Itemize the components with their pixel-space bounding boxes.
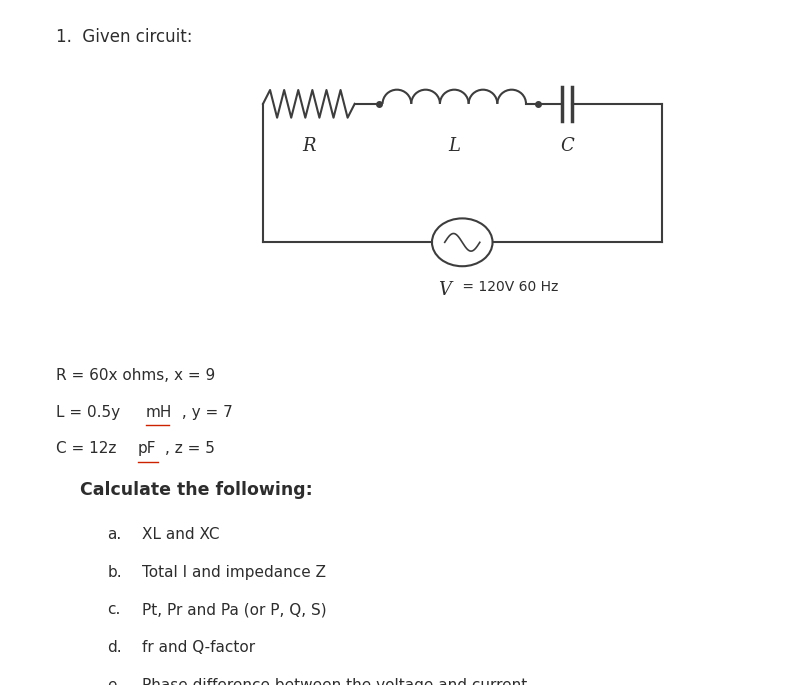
Text: b.: b. bbox=[108, 564, 122, 580]
Text: , z = 5: , z = 5 bbox=[165, 441, 215, 456]
Text: C: C bbox=[560, 136, 574, 155]
Text: a.: a. bbox=[108, 527, 122, 542]
Text: mH: mH bbox=[146, 405, 172, 420]
Text: XL and XC: XL and XC bbox=[142, 527, 219, 542]
Text: L: L bbox=[448, 136, 461, 155]
Text: V: V bbox=[438, 282, 451, 299]
Text: pF: pF bbox=[138, 441, 156, 456]
Text: Phase difference between the voltage and current.: Phase difference between the voltage and… bbox=[142, 678, 532, 685]
Text: L = 0.5y: L = 0.5y bbox=[56, 405, 125, 420]
Text: e.: e. bbox=[108, 678, 122, 685]
Text: , y = 7: , y = 7 bbox=[177, 405, 233, 420]
Text: Calculate the following:: Calculate the following: bbox=[80, 482, 312, 499]
Text: 1.  Given circuit:: 1. Given circuit: bbox=[56, 28, 192, 47]
Text: C = 12z: C = 12z bbox=[56, 441, 121, 456]
Text: c.: c. bbox=[108, 602, 121, 617]
Text: = 120V 60 Hz: = 120V 60 Hz bbox=[458, 280, 559, 294]
Text: fr and Q-factor: fr and Q-factor bbox=[142, 640, 255, 655]
Text: R: R bbox=[302, 136, 316, 155]
Text: d.: d. bbox=[108, 640, 122, 655]
Text: R = 60x ohms, x = 9: R = 60x ohms, x = 9 bbox=[56, 369, 215, 383]
Text: Total I and impedance Z: Total I and impedance Z bbox=[142, 564, 326, 580]
Text: Pt, Pr and Pa (or P, Q, S): Pt, Pr and Pa (or P, Q, S) bbox=[142, 602, 327, 617]
